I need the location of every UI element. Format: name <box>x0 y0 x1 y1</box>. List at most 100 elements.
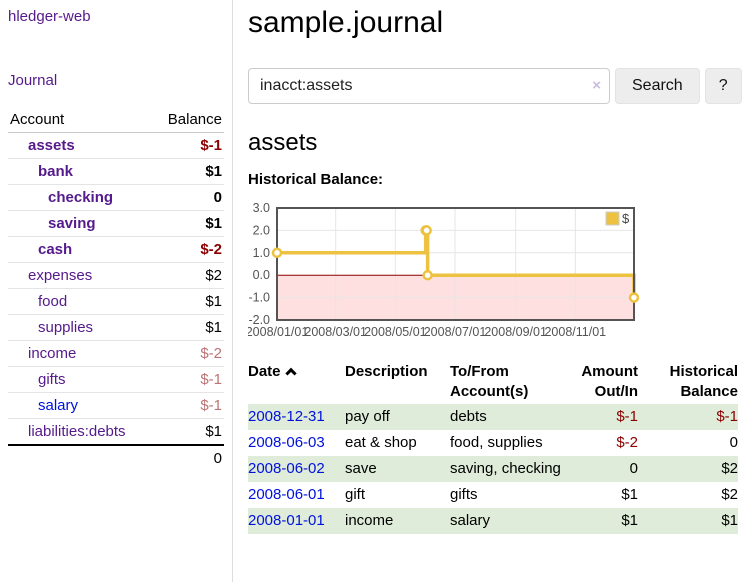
accounts-total-value: 0 <box>152 444 224 471</box>
register-table: Date Description To/From Account(s) Amou… <box>248 360 738 534</box>
register-cell-balance: $-1 <box>716 408 738 425</box>
register-cell-description: eat & shop <box>345 434 417 451</box>
account-row: expenses $2 <box>8 262 224 289</box>
register-row: 2008-12-31 pay off debts $-1 $-1 <box>248 404 738 430</box>
register-cell-balance: $2 <box>721 486 738 503</box>
transaction-date-link[interactable]: 2008-06-03 <box>248 434 325 451</box>
account-balance: $1 <box>152 418 224 446</box>
clear-search-icon[interactable]: × <box>592 77 601 94</box>
register-body: 2008-12-31 pay off debts $-1 $-1 2008-06-03 ea… <box>248 404 738 534</box>
x-tick-label: 2008/09/01 <box>484 325 547 339</box>
account-link[interactable]: assets <box>28 137 75 154</box>
account-row: gifts $-1 <box>8 366 224 393</box>
register-header-row: Date Description To/From Account(s) Amou… <box>248 360 738 404</box>
accounts-header-balance: Balance <box>152 108 224 133</box>
transaction-date-link[interactable]: 2008-06-02 <box>248 460 325 477</box>
register-cell-description: pay off <box>345 408 390 425</box>
account-link[interactable]: bank <box>38 163 74 180</box>
account-link[interactable]: food <box>38 293 68 310</box>
account-heading: assets <box>248 129 318 156</box>
account-balance: $-1 <box>152 392 224 419</box>
account-link[interactable]: expenses <box>28 267 93 284</box>
register-cell-date: 2008-06-01 <box>248 482 345 508</box>
x-tick-label: 2008/05/01 <box>364 325 427 339</box>
account-row: bank $1 <box>8 158 224 185</box>
transaction-date-link[interactable]: 2008-01-01 <box>248 512 325 529</box>
data-point <box>628 292 640 303</box>
account-balance: $-2 <box>152 340 224 367</box>
data-point <box>271 247 283 259</box>
help-button[interactable]: ? <box>704 68 742 104</box>
account-balance: $1 <box>152 210 224 237</box>
search-button[interactable]: Search <box>615 68 700 104</box>
register-cell-accounts: gifts <box>450 486 478 503</box>
account-balance: $2 <box>152 262 224 289</box>
data-point <box>421 225 432 236</box>
account-row: saving $1 <box>8 210 224 237</box>
register-cell-date: 2008-06-02 <box>248 456 345 482</box>
account-link[interactable]: saving <box>48 215 96 232</box>
account-row: supplies $1 <box>8 314 224 341</box>
account-balance: 0 <box>152 184 224 211</box>
account-balance: $-1 <box>152 132 224 159</box>
x-tick-label: 2008/01/01 <box>248 325 308 339</box>
register-cell-date: 2008-01-01 <box>248 508 345 534</box>
account-row: salary $-1 <box>8 392 224 419</box>
y-tick-label: 3.0 <box>253 201 270 215</box>
y-tick-label: 1.0 <box>253 246 270 260</box>
main-content: sample.journal × Search ? assets Histori… <box>248 0 742 582</box>
register-header-accounts: To/From Account(s) <box>450 363 529 400</box>
sidebar-item-journal[interactable]: Journal <box>8 72 58 89</box>
x-tick-label: 2008/07/01 <box>424 325 487 339</box>
register-row: 2008-06-03 eat & shop food, supplies $-2 0 <box>248 430 738 456</box>
register-cell-date: 2008-06-03 <box>248 430 345 456</box>
y-tick-label: 2.0 <box>253 223 270 237</box>
account-balance: $1 <box>152 158 224 185</box>
register-cell-accounts: salary <box>450 512 491 529</box>
register-cell-amount: $-1 <box>616 408 638 425</box>
account-link[interactable]: income <box>28 345 77 362</box>
account-link[interactable]: gifts <box>38 371 66 388</box>
historical-balance-chart: $3.0 2.0 1.0 0.0 -1.0 -2.02008/01/012008/03/0… <box>248 201 640 339</box>
y-tick-label: -1.0 <box>248 291 270 305</box>
search-form: × Search ? <box>248 68 742 104</box>
register-cell-description: save <box>345 460 377 477</box>
x-tick-label: 2008/03/01 <box>304 325 367 339</box>
register-header-amount: Amount Out/In <box>581 363 638 400</box>
legend-swatch <box>605 211 620 226</box>
register-cell-amount: 0 <box>629 460 638 477</box>
register-row: 2008-06-01 gift gifts $1 $2 <box>248 482 738 508</box>
register-cell-amount: $-2 <box>616 434 638 451</box>
register-row: 2008-06-02 save saving, checking 0 $2 <box>248 456 738 482</box>
account-balance: $1 <box>152 288 224 315</box>
plot-border <box>276 207 635 321</box>
register-header-balance: Historical Balance <box>669 363 738 400</box>
account-link[interactable]: supplies <box>38 319 94 336</box>
account-row: cash $-2 <box>8 236 224 263</box>
x-tick-label: 2008/11/01 <box>544 325 606 339</box>
accounts-table: Account Balance assets $-1 bank $1 checking 0… <box>8 108 224 471</box>
account-row: checking 0 <box>8 184 224 211</box>
register-cell-description: income <box>345 512 394 529</box>
y-tick-label: 0.0 <box>253 268 270 282</box>
accounts-body: assets $-1 bank $1 checking 0 saving $1 cash $-2 e… <box>8 132 224 446</box>
search-box: × <box>248 68 610 104</box>
register-cell-amount: $1 <box>621 486 638 503</box>
account-link[interactable]: cash <box>38 241 73 258</box>
register-cell-balance: $2 <box>721 460 738 477</box>
search-input[interactable] <box>248 68 610 104</box>
accounts-total-row: 0 <box>8 444 224 471</box>
account-row: liabilities:debts $1 <box>8 418 224 446</box>
register-header-date[interactable]: Date <box>248 360 345 404</box>
account-link[interactable]: checking <box>48 189 114 206</box>
account-link[interactable]: salary <box>38 397 79 414</box>
app-brand-link[interactable]: hledger-web <box>8 8 91 25</box>
accounts-header-account: Account <box>8 108 153 133</box>
account-balance: $-1 <box>152 366 224 393</box>
y-tick-label: -2.0 <box>248 313 270 327</box>
account-link[interactable]: liabilities:debts <box>28 423 126 440</box>
sidebar: hledger-web Journal Account Balance asse… <box>0 0 233 582</box>
transaction-date-link[interactable]: 2008-06-01 <box>248 486 325 503</box>
transaction-date-link[interactable]: 2008-12-31 <box>248 408 325 425</box>
register-cell-description: gift <box>345 486 366 503</box>
